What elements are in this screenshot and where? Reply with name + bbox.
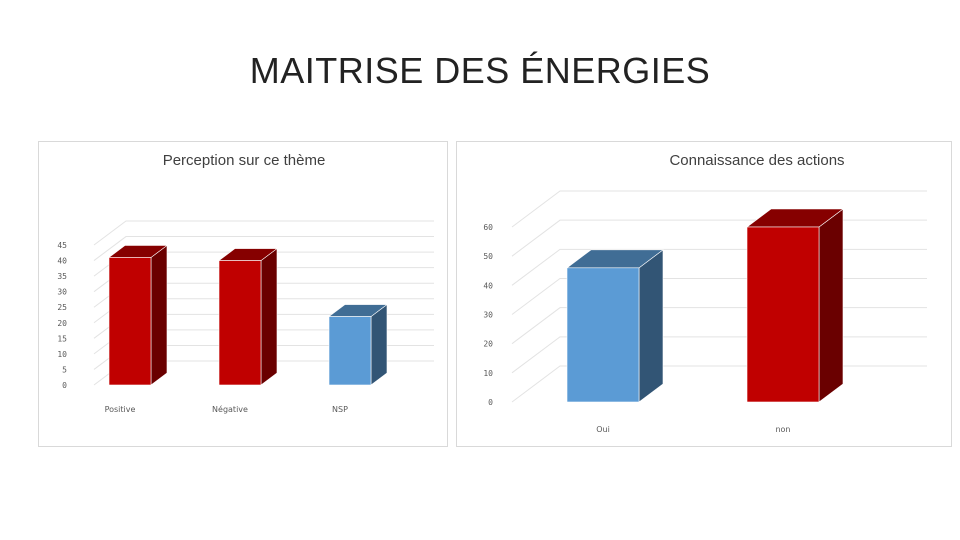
y-tick-label: 35 [57,272,67,281]
y-tick-label: 45 [57,241,67,250]
bar-side-nsp [370,303,388,386]
y-tick-label: 20 [57,319,67,328]
bar-side-non [818,208,844,403]
gridline [93,220,434,246]
y-tick-label: 50 [483,252,493,261]
bar-positive [108,257,152,386]
category-label: Négative [212,404,248,414]
y-tick-label: 20 [483,340,493,349]
category-label: Oui [596,425,610,434]
chart-title-perception: Perception sur ce thème [162,152,326,169]
gridline [511,219,927,257]
y-tick-label: 0 [488,398,493,407]
y-tick-label: 0 [62,381,67,390]
y-tick-label: 40 [483,281,493,290]
bar-side-négative [260,247,278,386]
bar-non [746,226,820,403]
gridline [511,190,927,228]
slide-title: MAITRISE DES ÉNERGIES [249,50,711,91]
y-tick-label: 5 [62,365,67,374]
chart-perception: 0 5 10 15 20 25 30 35 40 45 Positive Négative NSP [57,220,434,414]
y-tick-label: 10 [483,369,493,378]
chart-panel-connaissance: Connaissance des actions 0 10 20 30 40 50 60 Ou… [456,141,952,447]
gridline [93,236,434,261]
bar-oui [566,267,640,403]
bar-side-oui [638,249,664,403]
y-tick-label: 15 [57,334,67,343]
category-label: Positive [105,405,136,414]
bar-négative [218,260,262,386]
chart-title-connaissance: Connaissance des actions [669,152,845,169]
y-tick-label: 10 [57,350,67,359]
y-tick-label: 25 [57,303,67,312]
category-label: NSP [332,405,348,414]
chart-connaissance: 0 10 20 30 40 50 60 Oui non [483,190,927,434]
y-tick-label: 60 [483,223,493,232]
category-label: non [775,425,790,434]
bar-side-positive [150,244,168,386]
chart-panel-perception: Perception sur ce thème 0 5 10 15 20 25 30 35 40… [38,141,448,447]
y-tick-label: 30 [483,311,493,320]
bar-nsp [328,316,372,386]
y-tick-label: 40 [57,257,67,266]
y-tick-label: 30 [57,288,67,297]
